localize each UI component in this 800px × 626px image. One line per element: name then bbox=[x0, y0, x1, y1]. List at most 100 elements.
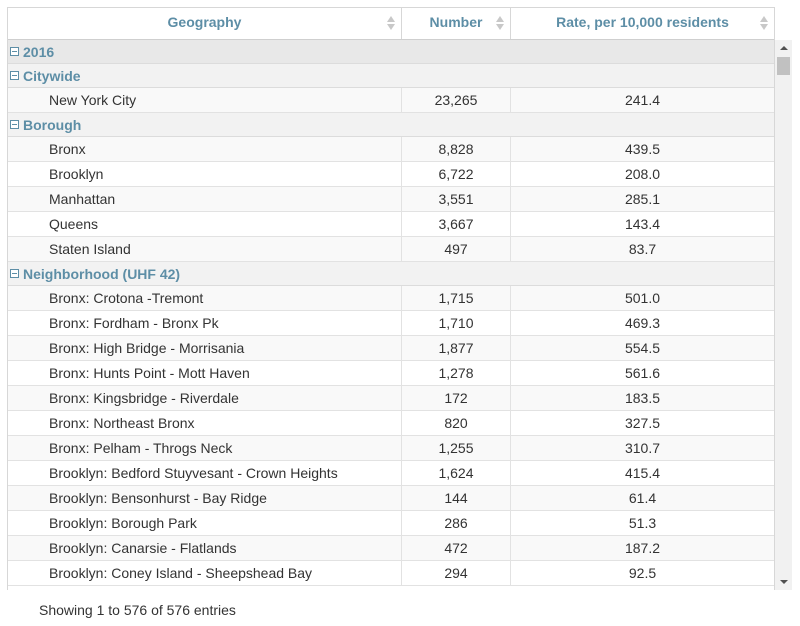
number-cell: 23,265 bbox=[402, 88, 511, 112]
table-row[interactable]: Staten Island 497 83.7 bbox=[8, 237, 774, 262]
column-header-rate[interactable]: Rate, per 10,000 residents bbox=[511, 8, 774, 39]
rate-cell: 501.0 bbox=[624, 290, 661, 306]
rate-cell: 143.4 bbox=[624, 216, 661, 232]
scroll-down-arrow-icon[interactable] bbox=[775, 573, 792, 590]
geography-cell: New York City bbox=[8, 88, 402, 112]
table-row[interactable]: Brooklyn: Coney Island - Sheepshead Bay 2… bbox=[8, 561, 774, 586]
borough-rows: Bronx 8,828 439.5 Brooklyn 6,722 208.0 Manhatt… bbox=[8, 137, 774, 262]
table-row[interactable]: Bronx: Pelham - Throgs Neck 1,255 310.7 bbox=[8, 436, 774, 461]
group-row-year[interactable]: 2016 bbox=[8, 40, 774, 64]
group-row-borough[interactable]: Borough bbox=[8, 113, 774, 137]
number-cell: 1,255 bbox=[402, 436, 511, 460]
column-header-geography[interactable]: Geography bbox=[8, 8, 402, 39]
table-body: 2016 Citywide New York City 23,265 241.4 B… bbox=[8, 40, 774, 586]
geography-cell: Brooklyn: Coney Island - Sheepshead Bay bbox=[8, 561, 402, 585]
table-row[interactable]: Manhattan 3,551 285.1 bbox=[8, 187, 774, 212]
number-cell: 172 bbox=[402, 386, 511, 410]
sort-icon[interactable] bbox=[496, 15, 504, 31]
group-label: Neighborhood (UHF 42) bbox=[23, 265, 181, 282]
rate-cell: 285.1 bbox=[624, 191, 661, 207]
geography-cell: Manhattan bbox=[8, 187, 402, 211]
table-row[interactable]: Brooklyn: Borough Park 286 51.3 bbox=[8, 511, 774, 536]
table-row[interactable]: Brooklyn: Bensonhurst - Bay Ridge 144 61.4 bbox=[8, 486, 774, 511]
rate-cell: 439.5 bbox=[624, 141, 661, 157]
rate-cell: 61.4 bbox=[628, 490, 657, 506]
rate-cell: 327.5 bbox=[624, 415, 661, 431]
rate-cell: 208.0 bbox=[624, 166, 661, 182]
geography-cell: Brooklyn: Bedford Stuyvesant - Crown Hei… bbox=[8, 461, 402, 485]
scroll-up-arrow-icon[interactable] bbox=[775, 40, 792, 57]
number-cell: 286 bbox=[402, 511, 511, 535]
number-cell: 1,278 bbox=[402, 361, 511, 385]
number-cell: 144 bbox=[402, 486, 511, 510]
group-row-citywide[interactable]: Citywide bbox=[8, 64, 774, 88]
table-row[interactable]: Bronx: Hunts Point - Mott Haven 1,278 561.… bbox=[8, 361, 774, 386]
rate-cell: 83.7 bbox=[628, 241, 657, 257]
geography-cell: Brooklyn: Bensonhurst - Bay Ridge bbox=[8, 486, 402, 510]
group-label: 2016 bbox=[23, 43, 55, 60]
column-header-number[interactable]: Number bbox=[402, 8, 511, 39]
collapse-icon[interactable] bbox=[10, 47, 19, 56]
number-cell: 3,551 bbox=[402, 187, 511, 211]
table-row[interactable]: Bronx: High Bridge - Morrisania 1,877 554.… bbox=[8, 336, 774, 361]
column-header-label: Rate, per 10,000 residents bbox=[556, 14, 729, 30]
sort-icon[interactable] bbox=[387, 15, 395, 31]
number-cell: 1,710 bbox=[402, 311, 511, 335]
group-label: Citywide bbox=[23, 67, 81, 84]
scroll-thumb[interactable] bbox=[777, 57, 790, 75]
rate-cell: 187.2 bbox=[624, 540, 661, 556]
geography-cell: Bronx: Crotona -Tremont bbox=[8, 286, 402, 310]
geography-cell: Brooklyn bbox=[8, 162, 402, 186]
table-row[interactable]: Brooklyn: Bedford Stuyvesant - Crown Hei… bbox=[8, 461, 774, 486]
rate-cell: 554.5 bbox=[624, 340, 661, 356]
table-row[interactable]: Bronx 8,828 439.5 bbox=[8, 137, 774, 162]
data-table: Geography Number Rate, per 10,000 reside… bbox=[7, 7, 775, 590]
rate-cell: 469.3 bbox=[624, 315, 661, 331]
geography-cell: Bronx: High Bridge - Morrisania bbox=[8, 336, 402, 360]
geography-cell: Bronx: Fordham - Bronx Pk bbox=[8, 311, 402, 335]
group-row-neighborhood[interactable]: Neighborhood (UHF 42) bbox=[8, 262, 774, 286]
rate-cell: 310.7 bbox=[624, 440, 661, 456]
table-header: Geography Number Rate, per 10,000 reside… bbox=[8, 7, 774, 40]
table-info: Showing 1 to 576 of 576 entries bbox=[39, 602, 236, 618]
table-row[interactable]: Brooklyn 6,722 208.0 bbox=[8, 162, 774, 187]
geography-cell: Bronx: Pelham - Throgs Neck bbox=[8, 436, 402, 460]
sort-icon[interactable] bbox=[760, 15, 768, 31]
collapse-icon[interactable] bbox=[10, 269, 19, 278]
geography-cell: Queens bbox=[8, 212, 402, 236]
table-row[interactable]: Brooklyn: Canarsie - Flatlands 472 187.2 bbox=[8, 536, 774, 561]
number-cell: 1,715 bbox=[402, 286, 511, 310]
geography-cell: Bronx: Kingsbridge - Riverdale bbox=[8, 386, 402, 410]
table-row[interactable]: Bronx: Kingsbridge - Riverdale 172 183.5 bbox=[8, 386, 774, 411]
group-label: Borough bbox=[23, 116, 82, 133]
rate-cell: 51.3 bbox=[628, 515, 657, 531]
citywide-rows: New York City 23,265 241.4 bbox=[8, 88, 774, 113]
table-row[interactable]: Bronx: Crotona -Tremont 1,715 501.0 bbox=[8, 286, 774, 311]
number-cell: 3,667 bbox=[402, 212, 511, 236]
column-header-label: Geography bbox=[167, 14, 242, 30]
number-cell: 294 bbox=[402, 561, 511, 585]
number-cell: 472 bbox=[402, 536, 511, 560]
rate-cell: 561.6 bbox=[624, 365, 661, 381]
rate-cell: 241.4 bbox=[624, 92, 661, 108]
neighborhood-rows: Bronx: Crotona -Tremont 1,715 501.0 Bronx: … bbox=[8, 286, 774, 586]
column-header-label: Number bbox=[429, 14, 483, 30]
geography-cell: Bronx bbox=[8, 137, 402, 161]
number-cell: 8,828 bbox=[402, 137, 511, 161]
number-cell: 1,877 bbox=[402, 336, 511, 360]
collapse-icon[interactable] bbox=[10, 71, 19, 80]
table-row[interactable]: Bronx: Northeast Bronx 820 327.5 bbox=[8, 411, 774, 436]
collapse-icon[interactable] bbox=[10, 120, 19, 129]
number-cell: 497 bbox=[402, 237, 511, 261]
number-cell: 1,624 bbox=[402, 461, 511, 485]
geography-cell: Staten Island bbox=[8, 237, 402, 261]
rate-cell: 415.4 bbox=[624, 465, 661, 481]
table-row[interactable]: Bronx: Fordham - Bronx Pk 1,710 469.3 bbox=[8, 311, 774, 336]
vertical-scrollbar[interactable] bbox=[775, 40, 792, 590]
geography-cell: Bronx: Hunts Point - Mott Haven bbox=[8, 361, 402, 385]
rate-cell: 183.5 bbox=[624, 390, 661, 406]
number-cell: 6,722 bbox=[402, 162, 511, 186]
number-cell: 820 bbox=[402, 411, 511, 435]
table-row[interactable]: New York City 23,265 241.4 bbox=[8, 88, 774, 113]
table-row[interactable]: Queens 3,667 143.4 bbox=[8, 212, 774, 237]
